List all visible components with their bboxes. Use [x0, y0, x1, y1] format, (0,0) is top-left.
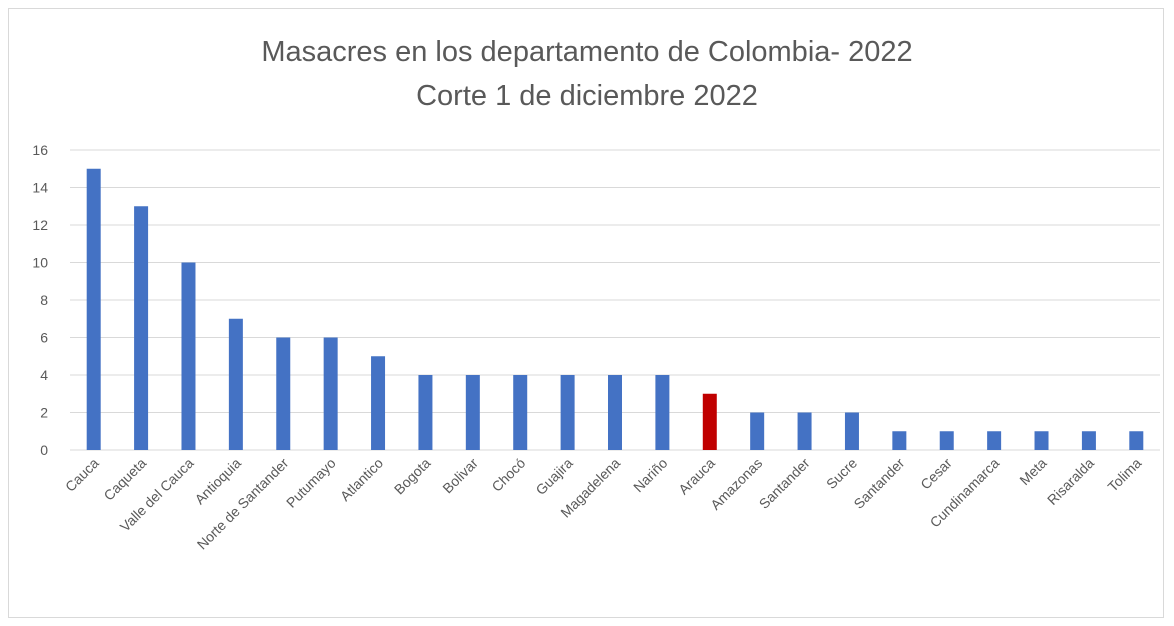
- y-tick-label: 12: [32, 217, 48, 233]
- chart-title: Masacres en los departamento de Colombia…: [261, 36, 913, 68]
- bar: [1129, 431, 1144, 450]
- category-label: Sucre: [823, 455, 860, 492]
- bar: [797, 412, 812, 450]
- category-label: Meta: [1016, 455, 1049, 488]
- chart-title-block: Masacres en los departamento de Colombia…: [0, 30, 1174, 118]
- bar: [513, 375, 528, 450]
- category-label: Bolivar: [439, 455, 481, 497]
- bar: [418, 375, 433, 450]
- y-tick-label: 6: [40, 330, 48, 346]
- y-tick-label: 8: [40, 292, 48, 308]
- category-label: Norte de Santander: [194, 455, 292, 553]
- category-label: Chocó: [488, 455, 528, 495]
- bar: [371, 356, 386, 450]
- category-label: Cauca: [62, 455, 102, 495]
- bar: [276, 337, 291, 450]
- category-label: Santander: [850, 455, 907, 512]
- bar: [181, 262, 196, 450]
- category-label: Bogota: [391, 455, 434, 498]
- y-tick-label: 2: [40, 405, 48, 421]
- bar: [465, 375, 480, 450]
- bar: [987, 431, 1002, 450]
- category-label: Putumayo: [283, 455, 339, 511]
- bar: [1034, 431, 1049, 450]
- category-label: Atlantico: [337, 455, 386, 504]
- y-tick-label: 4: [40, 367, 48, 383]
- y-tick-label: 0: [40, 442, 48, 458]
- y-tick-label: 14: [32, 180, 48, 196]
- bar: [939, 431, 954, 450]
- bar: [86, 168, 101, 450]
- category-label: Guajira: [532, 455, 575, 498]
- bar: [655, 375, 670, 450]
- category-label: Santander: [756, 455, 813, 512]
- bar: [608, 375, 622, 450]
- category-label: Nariño: [630, 455, 671, 496]
- bar: [750, 412, 765, 450]
- bar: [134, 206, 149, 450]
- category-label: Caqueta: [100, 455, 149, 504]
- bar: [702, 393, 717, 450]
- category-label: Amazonas: [707, 455, 765, 513]
- category-label: Risaralda: [1044, 455, 1097, 508]
- y-tick-label: 16: [32, 142, 48, 158]
- chart-subtitle: Corte 1 de diciembre 2022: [416, 80, 758, 112]
- y-tick-label: 10: [32, 255, 48, 271]
- bar: [1081, 431, 1096, 450]
- category-label: Tolima: [1104, 455, 1144, 495]
- chart-frame: [8, 8, 1164, 618]
- bar: [892, 431, 907, 450]
- bar: [844, 412, 859, 450]
- bar: [560, 375, 575, 450]
- category-label: Cesar: [917, 455, 955, 493]
- category-label: Arauca: [675, 455, 718, 498]
- bar: [228, 318, 243, 450]
- bar: [323, 337, 338, 450]
